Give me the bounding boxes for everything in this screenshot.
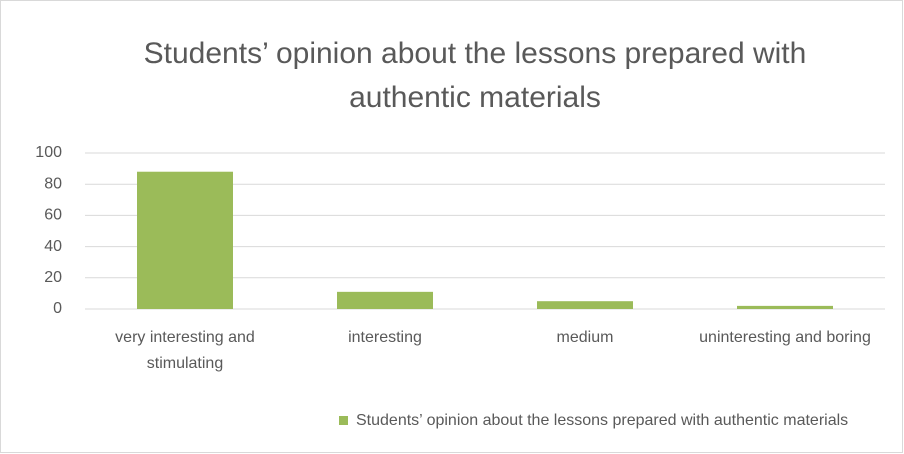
x-tick-label: uninteresting and boring xyxy=(699,329,871,346)
y-tick-label: 60 xyxy=(44,207,62,224)
x-tick-label: very interesting and stimulating xyxy=(115,329,255,372)
title-box: Students’ opinion about the lessons prep… xyxy=(143,37,807,114)
x-tick-label: medium xyxy=(556,329,614,346)
x-tick-label-box: interesting xyxy=(348,329,422,346)
x-tick-label-box: uninteresting and boring xyxy=(699,329,871,346)
bar xyxy=(537,301,633,309)
chart-title: Students’ opinion about the lessons prep… xyxy=(143,37,807,114)
x-tick-label-box: very interesting and stimulating xyxy=(115,329,255,372)
y-tick-label: 40 xyxy=(44,238,62,255)
y-tick-label: 20 xyxy=(44,269,62,286)
bar xyxy=(737,305,833,309)
y-tick-label: 100 xyxy=(35,144,62,161)
bar xyxy=(337,291,433,309)
x-tick-label-box: medium xyxy=(556,329,614,346)
x-tick-label: interesting xyxy=(348,329,422,346)
y-tick-label: 80 xyxy=(44,175,62,192)
y-tick-label: 0 xyxy=(53,300,62,317)
legend-label: Students’ opinion about the lessons prep… xyxy=(356,412,848,429)
bar xyxy=(137,171,233,309)
legend-swatch xyxy=(339,416,348,425)
